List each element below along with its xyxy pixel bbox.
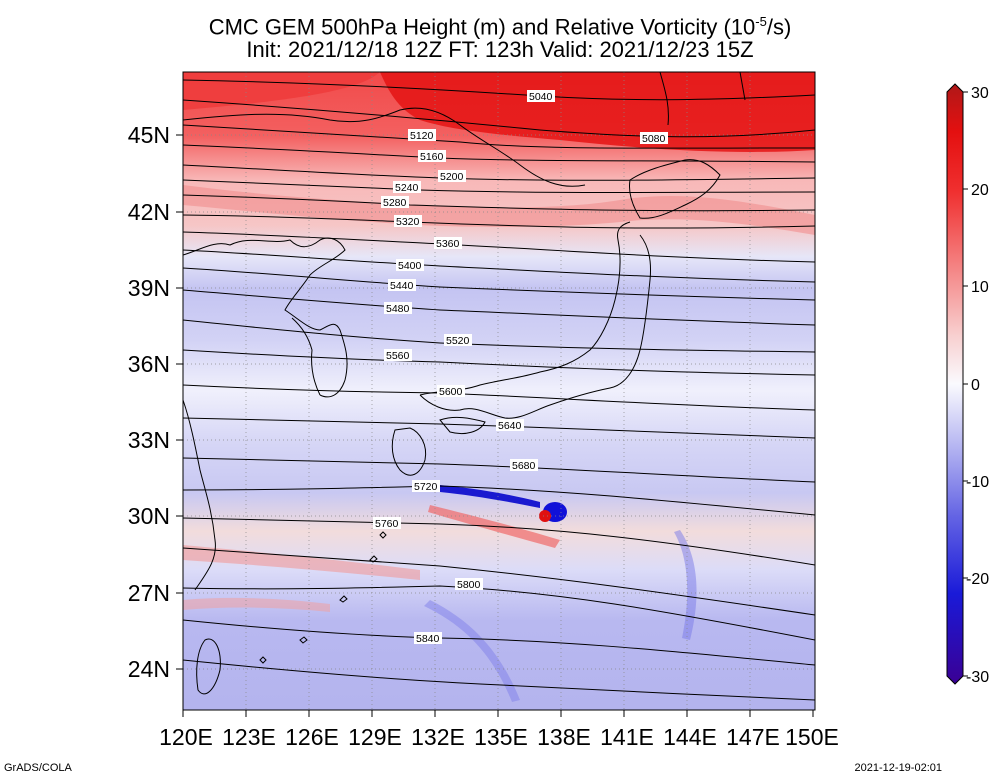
colorbar-tick-label: -20 xyxy=(966,571,989,588)
x-tick-label: 123E xyxy=(222,724,276,750)
contour-label-5560: 5560 xyxy=(384,349,412,362)
contour-label-5080: 5080 xyxy=(640,132,668,145)
graticule xyxy=(183,72,815,710)
x-tick-label: 135E xyxy=(474,724,528,750)
svg-text:5040: 5040 xyxy=(529,91,553,103)
title-superscript: -5 xyxy=(755,14,767,29)
svg-text:5720: 5720 xyxy=(414,481,438,493)
svg-text:5760: 5760 xyxy=(375,518,399,530)
svg-text:5600: 5600 xyxy=(439,386,463,398)
x-tick-label: 144E xyxy=(663,724,717,750)
colorbar-tick-label: -10 xyxy=(966,474,989,491)
svg-text:5560: 5560 xyxy=(386,350,410,362)
plot-frame xyxy=(182,71,816,711)
x-tick-label: 147E xyxy=(726,724,780,750)
svg-text:5240: 5240 xyxy=(395,182,419,194)
tick-marks xyxy=(176,134,814,717)
colorbar-tick-label: 10 xyxy=(971,279,989,296)
contour-label-5720: 5720 xyxy=(412,480,440,493)
colorbar-body xyxy=(946,83,964,685)
contour-label-5680: 5680 xyxy=(510,459,538,472)
y-tick-label: 33N xyxy=(128,427,170,453)
x-tick-label: 138E xyxy=(537,724,591,750)
contour-label-5760: 5760 xyxy=(373,517,401,530)
svg-text:5400: 5400 xyxy=(398,260,422,272)
svg-text:5080: 5080 xyxy=(642,133,666,145)
contour-label-5040: 5040 xyxy=(527,90,555,103)
y-tick-label: 36N xyxy=(128,351,170,377)
svg-text:5160: 5160 xyxy=(420,151,444,163)
y-axis-labels: 45N 42N 39N 36N 33N 30N 27N 24N xyxy=(128,122,170,682)
contour-label-5120: 5120 xyxy=(408,129,436,142)
title-units: /s) xyxy=(766,14,792,40)
title-text: CMC GEM 500hPa Height (m) and Relative V… xyxy=(208,14,756,40)
colorbar: 30 20 10 0 -10 -20 -30 xyxy=(946,83,989,686)
x-tick-label: 132E xyxy=(411,724,465,750)
contour-label-5600: 5600 xyxy=(437,385,465,398)
contour-label-5240: 5240 xyxy=(393,181,421,194)
y-tick-label: 27N xyxy=(128,580,170,606)
colorbar-tick-label: 30 xyxy=(971,85,989,102)
svg-text:5280: 5280 xyxy=(383,197,407,209)
x-tick-label: 120E xyxy=(159,724,213,750)
contour-label-5440: 5440 xyxy=(388,279,416,292)
x-tick-label: 150E xyxy=(785,724,839,750)
svg-text:5640: 5640 xyxy=(498,420,522,432)
footer-timestamp: 2021-12-19-02:01 xyxy=(854,762,942,774)
contour-label-5520: 5520 xyxy=(444,334,472,347)
contour-label-5280: 5280 xyxy=(381,196,409,209)
x-tick-label: 126E xyxy=(285,724,339,750)
contour-label-5480: 5480 xyxy=(384,302,412,315)
contour-labels: 5040 5080 5120 5160 5200 5240 5280 5320 … xyxy=(373,90,668,645)
colorbar-tick-label: -30 xyxy=(966,669,989,686)
contour-label-5840: 5840 xyxy=(414,632,442,645)
svg-text:5200: 5200 xyxy=(440,171,464,183)
svg-text:5680: 5680 xyxy=(512,460,536,472)
y-tick-label: 39N xyxy=(128,275,170,301)
chart-title-line2: Init: 2021/12/18 12Z FT: 123h Valid: 202… xyxy=(246,37,754,62)
svg-text:5360: 5360 xyxy=(436,238,460,250)
x-tick-label: 141E xyxy=(600,724,654,750)
contour-label-5400: 5400 xyxy=(396,259,424,272)
y-tick-label: 45N xyxy=(128,122,170,148)
svg-text:5520: 5520 xyxy=(446,335,470,347)
chart-title-line1: CMC GEM 500hPa Height (m) and Relative V… xyxy=(0,9,1000,40)
svg-text:5440: 5440 xyxy=(390,280,414,292)
contour-label-5160: 5160 xyxy=(418,150,446,163)
svg-text:5320: 5320 xyxy=(396,216,420,228)
x-tick-label: 129E xyxy=(348,724,402,750)
svg-text:5480: 5480 xyxy=(386,303,410,315)
x-axis-labels: 120E 123E 126E 129E 132E 135E 138E 141E … xyxy=(159,724,839,750)
svg-text:5840: 5840 xyxy=(416,633,440,645)
y-tick-label: 42N xyxy=(128,199,170,225)
contour-label-5800: 5800 xyxy=(455,578,483,591)
height-contours xyxy=(183,79,815,701)
svg-text:5800: 5800 xyxy=(457,579,481,591)
y-tick-label: 24N xyxy=(128,656,170,682)
vorticity-field xyxy=(183,72,815,710)
y-tick-label: 30N xyxy=(128,503,170,529)
colorbar-tick-label: 20 xyxy=(971,182,989,199)
footer-credit: GrADS/COLA xyxy=(4,762,72,774)
contour-label-5320: 5320 xyxy=(394,215,422,228)
contour-label-5640: 5640 xyxy=(496,419,524,432)
contour-label-5200: 5200 xyxy=(438,170,466,183)
colorbar-tick-label: 0 xyxy=(971,377,980,394)
svg-text:5120: 5120 xyxy=(410,130,434,142)
contour-label-5360: 5360 xyxy=(434,237,462,250)
